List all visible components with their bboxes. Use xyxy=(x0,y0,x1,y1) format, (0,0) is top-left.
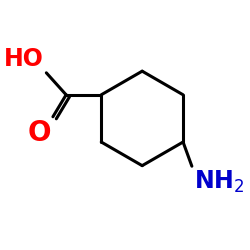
Text: HO: HO xyxy=(4,46,44,70)
Text: O: O xyxy=(27,119,51,147)
Text: NH$_2$: NH$_2$ xyxy=(194,168,244,194)
